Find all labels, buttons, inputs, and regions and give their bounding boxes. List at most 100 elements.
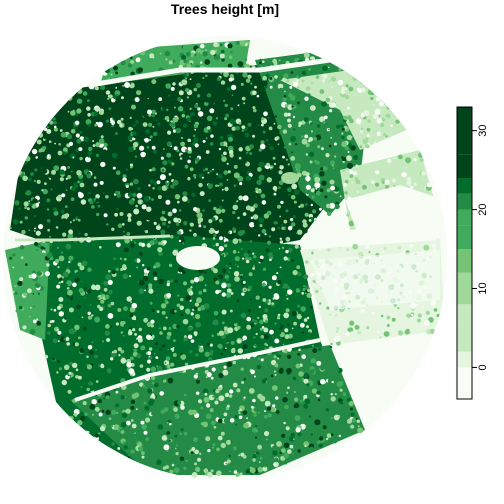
canopy-pixel bbox=[193, 123, 199, 129]
canopy-pixel bbox=[131, 393, 137, 399]
canopy-pixel bbox=[236, 72, 239, 75]
canopy-pixel bbox=[156, 365, 163, 372]
canopy-pixel bbox=[164, 116, 170, 121]
canopy-pixel bbox=[234, 256, 240, 262]
canopy-pixel bbox=[395, 73, 401, 80]
canopy-pixel bbox=[220, 43, 223, 47]
canopy-pixel bbox=[88, 191, 91, 195]
canopy-pixel bbox=[184, 348, 190, 355]
canopy-pixel bbox=[165, 199, 171, 205]
canopy-pixel bbox=[310, 358, 317, 364]
canopy-pixel bbox=[140, 151, 146, 158]
canopy-pixel bbox=[136, 408, 138, 411]
canopy-pixel bbox=[391, 317, 396, 322]
canopy-pixel bbox=[252, 427, 257, 433]
canopy-pixel bbox=[57, 330, 62, 335]
canopy-pixel bbox=[49, 190, 55, 196]
canopy-pixel bbox=[190, 279, 195, 284]
canopy-pixel bbox=[238, 415, 243, 420]
canopy-pixel bbox=[291, 259, 294, 262]
canopy-pixel bbox=[89, 350, 94, 355]
canopy-pixel bbox=[292, 215, 296, 219]
canopy-pixel bbox=[101, 409, 105, 413]
canopy-pixel bbox=[127, 334, 130, 336]
canopy-pixel bbox=[33, 96, 39, 101]
canopy-pixel bbox=[148, 283, 153, 288]
canopy-pixel bbox=[186, 96, 190, 99]
canopy-pixel bbox=[226, 179, 229, 181]
canopy-pixel bbox=[63, 364, 70, 371]
canopy-pixel bbox=[409, 77, 414, 82]
canopy-pixel bbox=[290, 71, 294, 74]
canopy-pixel bbox=[282, 155, 285, 159]
canopy-pixel bbox=[94, 284, 101, 291]
canopy-pixel bbox=[416, 110, 422, 117]
canopy-pixel bbox=[412, 96, 415, 98]
canopy-pixel bbox=[311, 195, 315, 199]
canopy-pixel bbox=[141, 204, 147, 210]
canopy-pixel bbox=[259, 58, 262, 61]
canopy-pixel bbox=[106, 368, 112, 374]
canopy-pixel bbox=[273, 370, 276, 373]
canopy-pixel bbox=[120, 60, 126, 66]
canopy-pixel bbox=[397, 307, 400, 310]
canopy-pixel bbox=[52, 274, 55, 278]
canopy-pixel bbox=[394, 73, 400, 78]
canopy-pixel bbox=[218, 368, 221, 371]
canopy-pixel bbox=[221, 208, 226, 213]
canopy-pixel bbox=[87, 150, 93, 156]
canopy-pixel bbox=[84, 412, 88, 417]
canopy-pixel bbox=[14, 200, 20, 206]
canopy-pixel bbox=[59, 177, 64, 182]
canopy-pixel bbox=[36, 179, 41, 184]
canopy-pixel bbox=[148, 184, 151, 187]
canopy-pixel bbox=[133, 348, 137, 353]
canopy-pixel bbox=[70, 128, 76, 134]
canopy-pixel bbox=[118, 426, 122, 430]
canopy-pixel bbox=[243, 252, 249, 258]
canopy-pixel bbox=[223, 71, 229, 78]
canopy-pixel bbox=[216, 398, 218, 400]
canopy-pixel bbox=[29, 202, 33, 206]
canopy-pixel bbox=[260, 335, 265, 339]
canopy-pixel bbox=[341, 156, 347, 162]
canopy-pixel bbox=[423, 103, 429, 109]
canopy-pixel bbox=[198, 345, 201, 348]
canopy-pixel bbox=[280, 200, 284, 205]
canopy-pixel bbox=[261, 275, 266, 280]
canopy-pixel bbox=[145, 455, 149, 459]
canopy-pixel bbox=[75, 218, 79, 221]
canopy-pixel bbox=[435, 238, 441, 244]
canopy-pixel bbox=[184, 164, 189, 169]
canopy-pixel bbox=[253, 222, 257, 226]
canopy-pixel bbox=[308, 219, 312, 222]
canopy-pixel bbox=[313, 217, 317, 221]
canopy-pixel bbox=[218, 245, 224, 252]
canopy-pixel bbox=[383, 247, 387, 250]
canopy-pixel bbox=[269, 76, 273, 80]
canopy-pixel bbox=[246, 217, 248, 220]
canopy-pixel bbox=[245, 259, 250, 264]
canopy-pixel bbox=[396, 115, 400, 119]
canopy-pixel bbox=[233, 271, 240, 277]
canopy-pixel bbox=[287, 386, 290, 390]
canopy-pixel bbox=[193, 137, 199, 143]
canopy-pixel bbox=[313, 431, 319, 437]
canopy-pixel bbox=[364, 175, 368, 178]
canopy-pixel bbox=[273, 162, 277, 166]
canopy-pixel bbox=[206, 342, 210, 346]
canopy-pixel bbox=[376, 326, 380, 331]
canopy-pixel bbox=[271, 302, 275, 305]
canopy-pixel bbox=[274, 373, 277, 376]
canopy-pixel bbox=[120, 204, 125, 209]
canopy-pixel bbox=[385, 185, 390, 190]
canopy-pixel bbox=[279, 237, 282, 240]
canopy-pixel bbox=[205, 290, 210, 296]
canopy-pixel bbox=[89, 200, 94, 205]
canopy-pixel bbox=[282, 97, 287, 102]
canopy-pixel bbox=[179, 157, 183, 160]
canopy-pixel bbox=[180, 141, 186, 147]
canopy-pixel bbox=[132, 192, 137, 197]
canopy-pixel bbox=[72, 362, 78, 369]
canopy-pixel bbox=[92, 144, 96, 148]
